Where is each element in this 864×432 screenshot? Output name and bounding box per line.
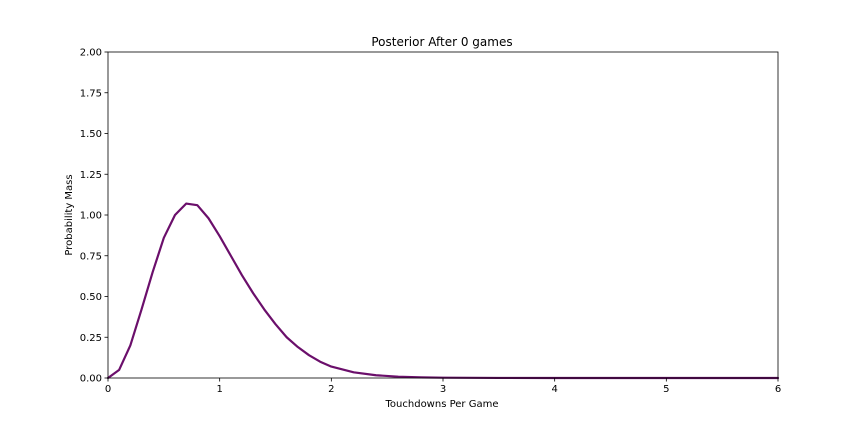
y-tick-label: 0.00 <box>80 374 102 385</box>
chart-title: Posterior After 0 games <box>371 35 512 49</box>
x-tick-label: 1 <box>216 384 222 395</box>
series-line <box>106 202 780 380</box>
x-tick-label: 4 <box>551 384 557 395</box>
x-axis-label: Touchdowns Per Game <box>385 399 499 410</box>
y-tick-label: 1.25 <box>80 170 102 181</box>
x-tick-label: 2 <box>328 384 334 395</box>
x-tick-label: 5 <box>663 384 669 395</box>
y-tick-label: 1.00 <box>80 211 102 222</box>
y-tick-label: 1.50 <box>80 129 102 140</box>
x-tick-label: 6 <box>775 384 781 395</box>
x-tick-label: 3 <box>440 384 446 395</box>
y-tick-label: 0.25 <box>80 333 102 344</box>
y-tick-label: 1.75 <box>80 88 102 99</box>
x-axis: 0 1 2 3 4 5 6 <box>105 378 781 395</box>
y-axis-label: Probability Mass <box>64 174 75 255</box>
y-axis: 0.00 0.25 0.50 0.75 1.00 1.25 1.50 1.75 2.00 <box>80 48 108 385</box>
y-tick-label: 0.50 <box>80 292 102 303</box>
plot-frame <box>107 51 779 379</box>
plot-area <box>106 202 780 380</box>
y-tick-label: 0.75 <box>80 251 102 262</box>
x-tick-label: 0 <box>105 384 111 395</box>
y-tick-label: 2.00 <box>80 48 102 59</box>
